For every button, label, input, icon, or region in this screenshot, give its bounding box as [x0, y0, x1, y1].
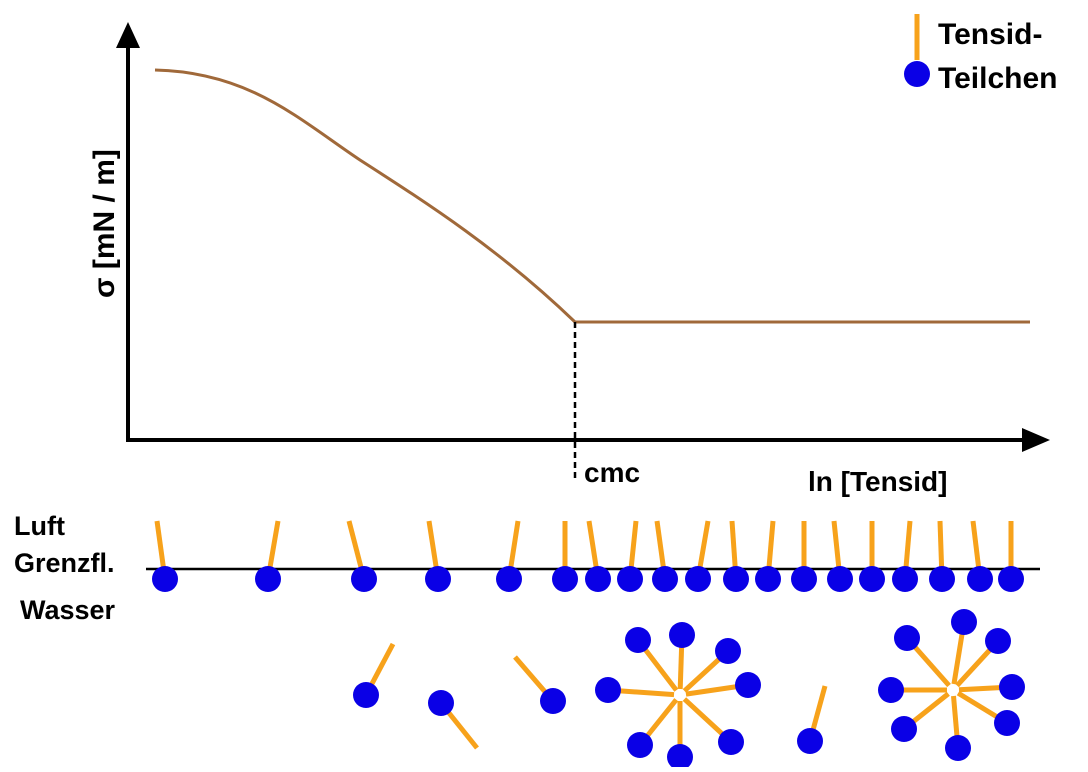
surfactant-particle	[667, 701, 693, 770]
surfactant-head	[351, 566, 377, 592]
x-axis-label: ln [Tensid]	[808, 466, 947, 497]
surfactant-particle	[513, 655, 566, 714]
surfactant-head	[755, 566, 781, 592]
cmc-label: cmc	[584, 457, 640, 488]
surfactant-particle	[956, 690, 1020, 736]
surfactant-particle	[892, 520, 918, 592]
surfactant-head	[552, 566, 578, 592]
surfactant-head	[715, 638, 741, 664]
legend-line2: Teilchen	[938, 62, 1057, 95]
surfactant-head	[951, 609, 977, 635]
surfactant-head	[967, 566, 993, 592]
surfactant-particle	[682, 697, 744, 755]
surfactant-head	[827, 566, 853, 592]
surfactant-head	[945, 735, 971, 761]
free-particles	[353, 642, 828, 754]
surfactant-head	[496, 566, 522, 592]
surfactant-head	[585, 566, 611, 592]
surfactant-head	[994, 710, 1020, 736]
surfactant-head	[685, 566, 711, 592]
surfactant-particle	[585, 520, 611, 592]
surfactant-head	[859, 566, 885, 592]
surfactant-head	[894, 625, 920, 651]
surfactant-head	[791, 566, 817, 592]
micelle	[878, 609, 1025, 761]
surfactant-particle	[428, 690, 479, 750]
layer-label-air: Luft	[14, 511, 65, 541]
surfactant-particle	[998, 521, 1024, 592]
surfactant-particle	[894, 625, 951, 688]
surfactant-particle	[617, 520, 643, 592]
surfactant-head	[255, 566, 281, 592]
surfactant-head	[425, 566, 451, 592]
surfactant-head	[985, 628, 1011, 654]
y-axis-label: σ [mN / m]	[88, 149, 121, 298]
surfactant-head	[595, 677, 621, 703]
surfactant-particle	[552, 521, 578, 592]
surfactant-particle	[353, 642, 396, 708]
surfactant-head	[617, 566, 643, 592]
surfactant-head	[797, 728, 823, 754]
surfactant-particle	[496, 520, 522, 592]
surfactant-particle	[682, 638, 741, 693]
surfactant-head	[625, 627, 651, 653]
surfactant-particle	[827, 520, 853, 592]
surfactant-particle	[652, 520, 678, 592]
surfactant-particle	[625, 627, 679, 692]
surfactant-particle	[595, 677, 675, 703]
surfactant-particle	[755, 520, 781, 592]
surfactant-head	[998, 566, 1024, 592]
legend: Tensid- Teilchen	[904, 14, 1057, 95]
surfactant-head	[929, 566, 955, 592]
surfactant-particle	[627, 698, 679, 758]
micelle	[595, 622, 761, 770]
axes	[116, 22, 1050, 452]
surfactant-head	[999, 674, 1025, 700]
micelles	[595, 609, 1025, 770]
surfactant-particle	[945, 695, 971, 761]
surfactant-head	[652, 566, 678, 592]
surfactant-particle	[152, 520, 178, 592]
surface-tension-curve	[154, 68, 1030, 324]
surfactant-head	[540, 688, 566, 714]
surfactant-particle	[669, 622, 695, 690]
surfactant-particle	[425, 520, 451, 592]
surfactant-particle	[891, 691, 950, 742]
surfactant-head	[718, 729, 744, 755]
surfactant-head	[627, 732, 653, 758]
surfactant-head	[878, 677, 904, 703]
surfactant-particle	[797, 685, 828, 754]
surfactant-particle	[685, 520, 711, 592]
surfactant-head	[428, 690, 454, 716]
layer-label-interface: Grenzfl.	[14, 548, 115, 578]
legend-line1: Tensid-	[938, 18, 1042, 51]
surfactant-head	[723, 566, 749, 592]
surfactant-particle	[958, 674, 1025, 700]
layer-label-water: Wasser	[20, 595, 116, 625]
legend-head-icon	[904, 61, 930, 87]
surfactant-head	[667, 744, 693, 770]
surfactant-particle	[967, 520, 993, 592]
surfactant-head	[892, 566, 918, 592]
surfactant-head	[735, 672, 761, 698]
surfactant-particle	[346, 520, 377, 592]
surfactant-particle	[878, 677, 947, 703]
surfactant-particle	[723, 520, 749, 592]
interface-particles	[152, 520, 1024, 592]
surfactant-particle	[955, 628, 1011, 688]
surfactant-head	[152, 566, 178, 592]
surfactant-particle	[685, 672, 761, 698]
y-axis-arrowhead	[116, 22, 140, 48]
surfactant-particle	[791, 521, 817, 592]
surfactant-particle	[859, 521, 885, 592]
surfactant-particle	[929, 520, 955, 592]
surfactant-particle	[255, 520, 281, 592]
surfactant-head	[669, 622, 695, 648]
surfactant-head	[891, 716, 917, 742]
surfactant-head	[353, 682, 379, 708]
x-axis-arrowhead	[1022, 428, 1050, 452]
surfactant-particle	[951, 609, 977, 685]
